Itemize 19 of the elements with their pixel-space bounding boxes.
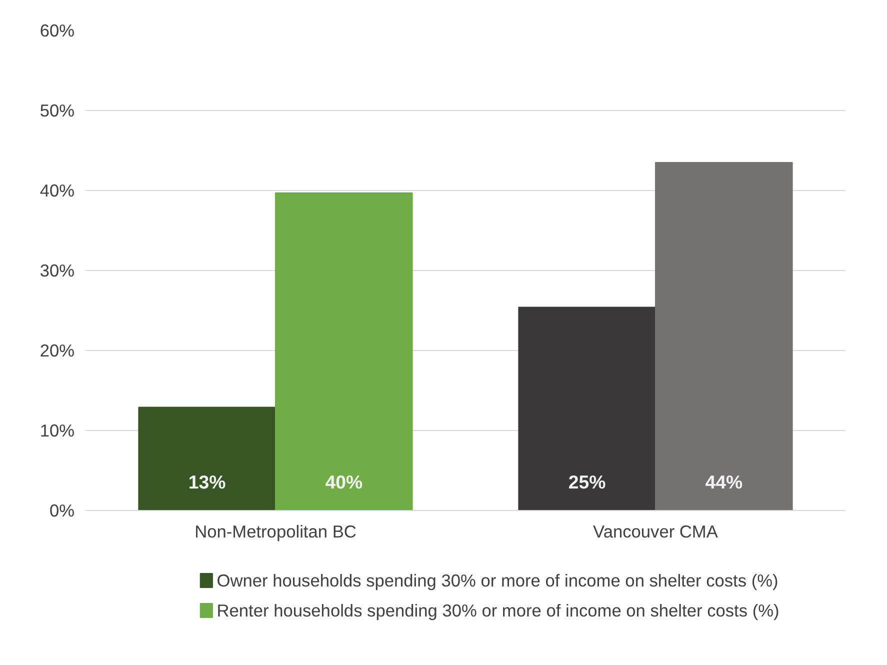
y-tick-label: 60% <box>40 20 75 40</box>
x-tick-label: Vancouver CMA <box>593 522 718 542</box>
bar <box>655 162 793 510</box>
y-tick-label: 50% <box>40 100 75 120</box>
bar <box>275 192 413 510</box>
bar <box>138 406 276 510</box>
y-tick-label: 0% <box>49 500 74 520</box>
y-tick-label: 40% <box>40 180 75 200</box>
data-label: 13% <box>188 472 226 492</box>
bar <box>518 306 656 510</box>
y-tick-label: 30% <box>40 260 75 280</box>
data-label: 25% <box>568 472 606 492</box>
data-label: 40% <box>325 472 363 492</box>
y-tick-label: 10% <box>40 420 75 440</box>
data-label: 44% <box>705 472 743 492</box>
x-tick-label: Non-Metropolitan BC <box>194 522 356 542</box>
legend-label: Renter households spending 30% or more of income on shelter costs (%) <box>216 600 780 620</box>
y-tick-label: 20% <box>40 340 75 360</box>
legend-label: Owner households spending 30% or more of income on shelter costs (%) <box>216 570 778 590</box>
